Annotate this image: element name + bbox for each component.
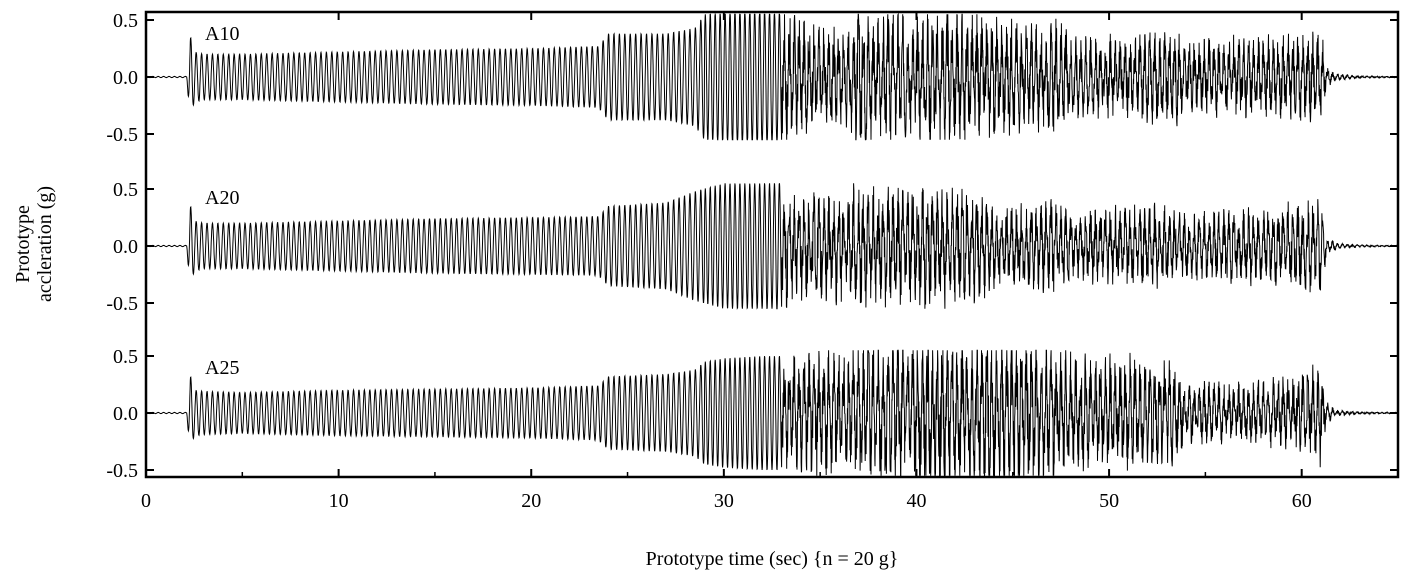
trace-a25 <box>145 349 1399 478</box>
y-tick-label: -0.5 <box>106 293 138 315</box>
y-tick-label: 0.0 <box>113 403 138 425</box>
y-axis-label-line-1: Prototype <box>12 205 34 283</box>
plot-frame <box>144 10 1400 479</box>
y-tick-label: 0.0 <box>113 236 138 258</box>
x-tick-label: 40 <box>906 490 926 512</box>
y-tick-label: 0.5 <box>113 346 138 368</box>
x-axis-ticks: 0 10 20 30 40 50 60 <box>141 12 1312 512</box>
trace-a10 <box>145 12 1399 141</box>
x-tick-label: 60 <box>1292 490 1312 512</box>
x-tick-label: 20 <box>521 490 541 512</box>
y-tick-label: 0.5 <box>113 179 138 201</box>
trace-a20 <box>145 183 1399 310</box>
y-tick-label: 0.0 <box>113 67 138 89</box>
series-label-a10: A10 <box>205 23 239 45</box>
y-tick-label: -0.5 <box>106 460 138 482</box>
series-label-a20: A20 <box>205 187 239 209</box>
x-tick-label: 0 <box>141 490 151 512</box>
series-label-a25: A25 <box>205 357 239 379</box>
y-tick-label: -0.5 <box>106 124 138 146</box>
series-labels: A10 A20 A25 <box>205 23 239 379</box>
x-tick-label: 10 <box>329 490 349 512</box>
y-axis-label: Prototype accleration (g) <box>12 186 56 302</box>
y-axis-ticks: 0.5 0.0 -0.5 0.5 0.0 -0.5 0.5 0.0 -0.5 <box>106 10 1398 482</box>
y-axis-label-line-2: accleration (g) <box>34 186 56 302</box>
x-tick-label: 50 <box>1099 490 1119 512</box>
x-axis-label: Prototype time (sec) {n = 20 g} <box>646 548 899 570</box>
x-tick-label: 30 <box>714 490 734 512</box>
traces <box>145 12 1399 478</box>
y-tick-label: 0.5 <box>113 10 138 32</box>
